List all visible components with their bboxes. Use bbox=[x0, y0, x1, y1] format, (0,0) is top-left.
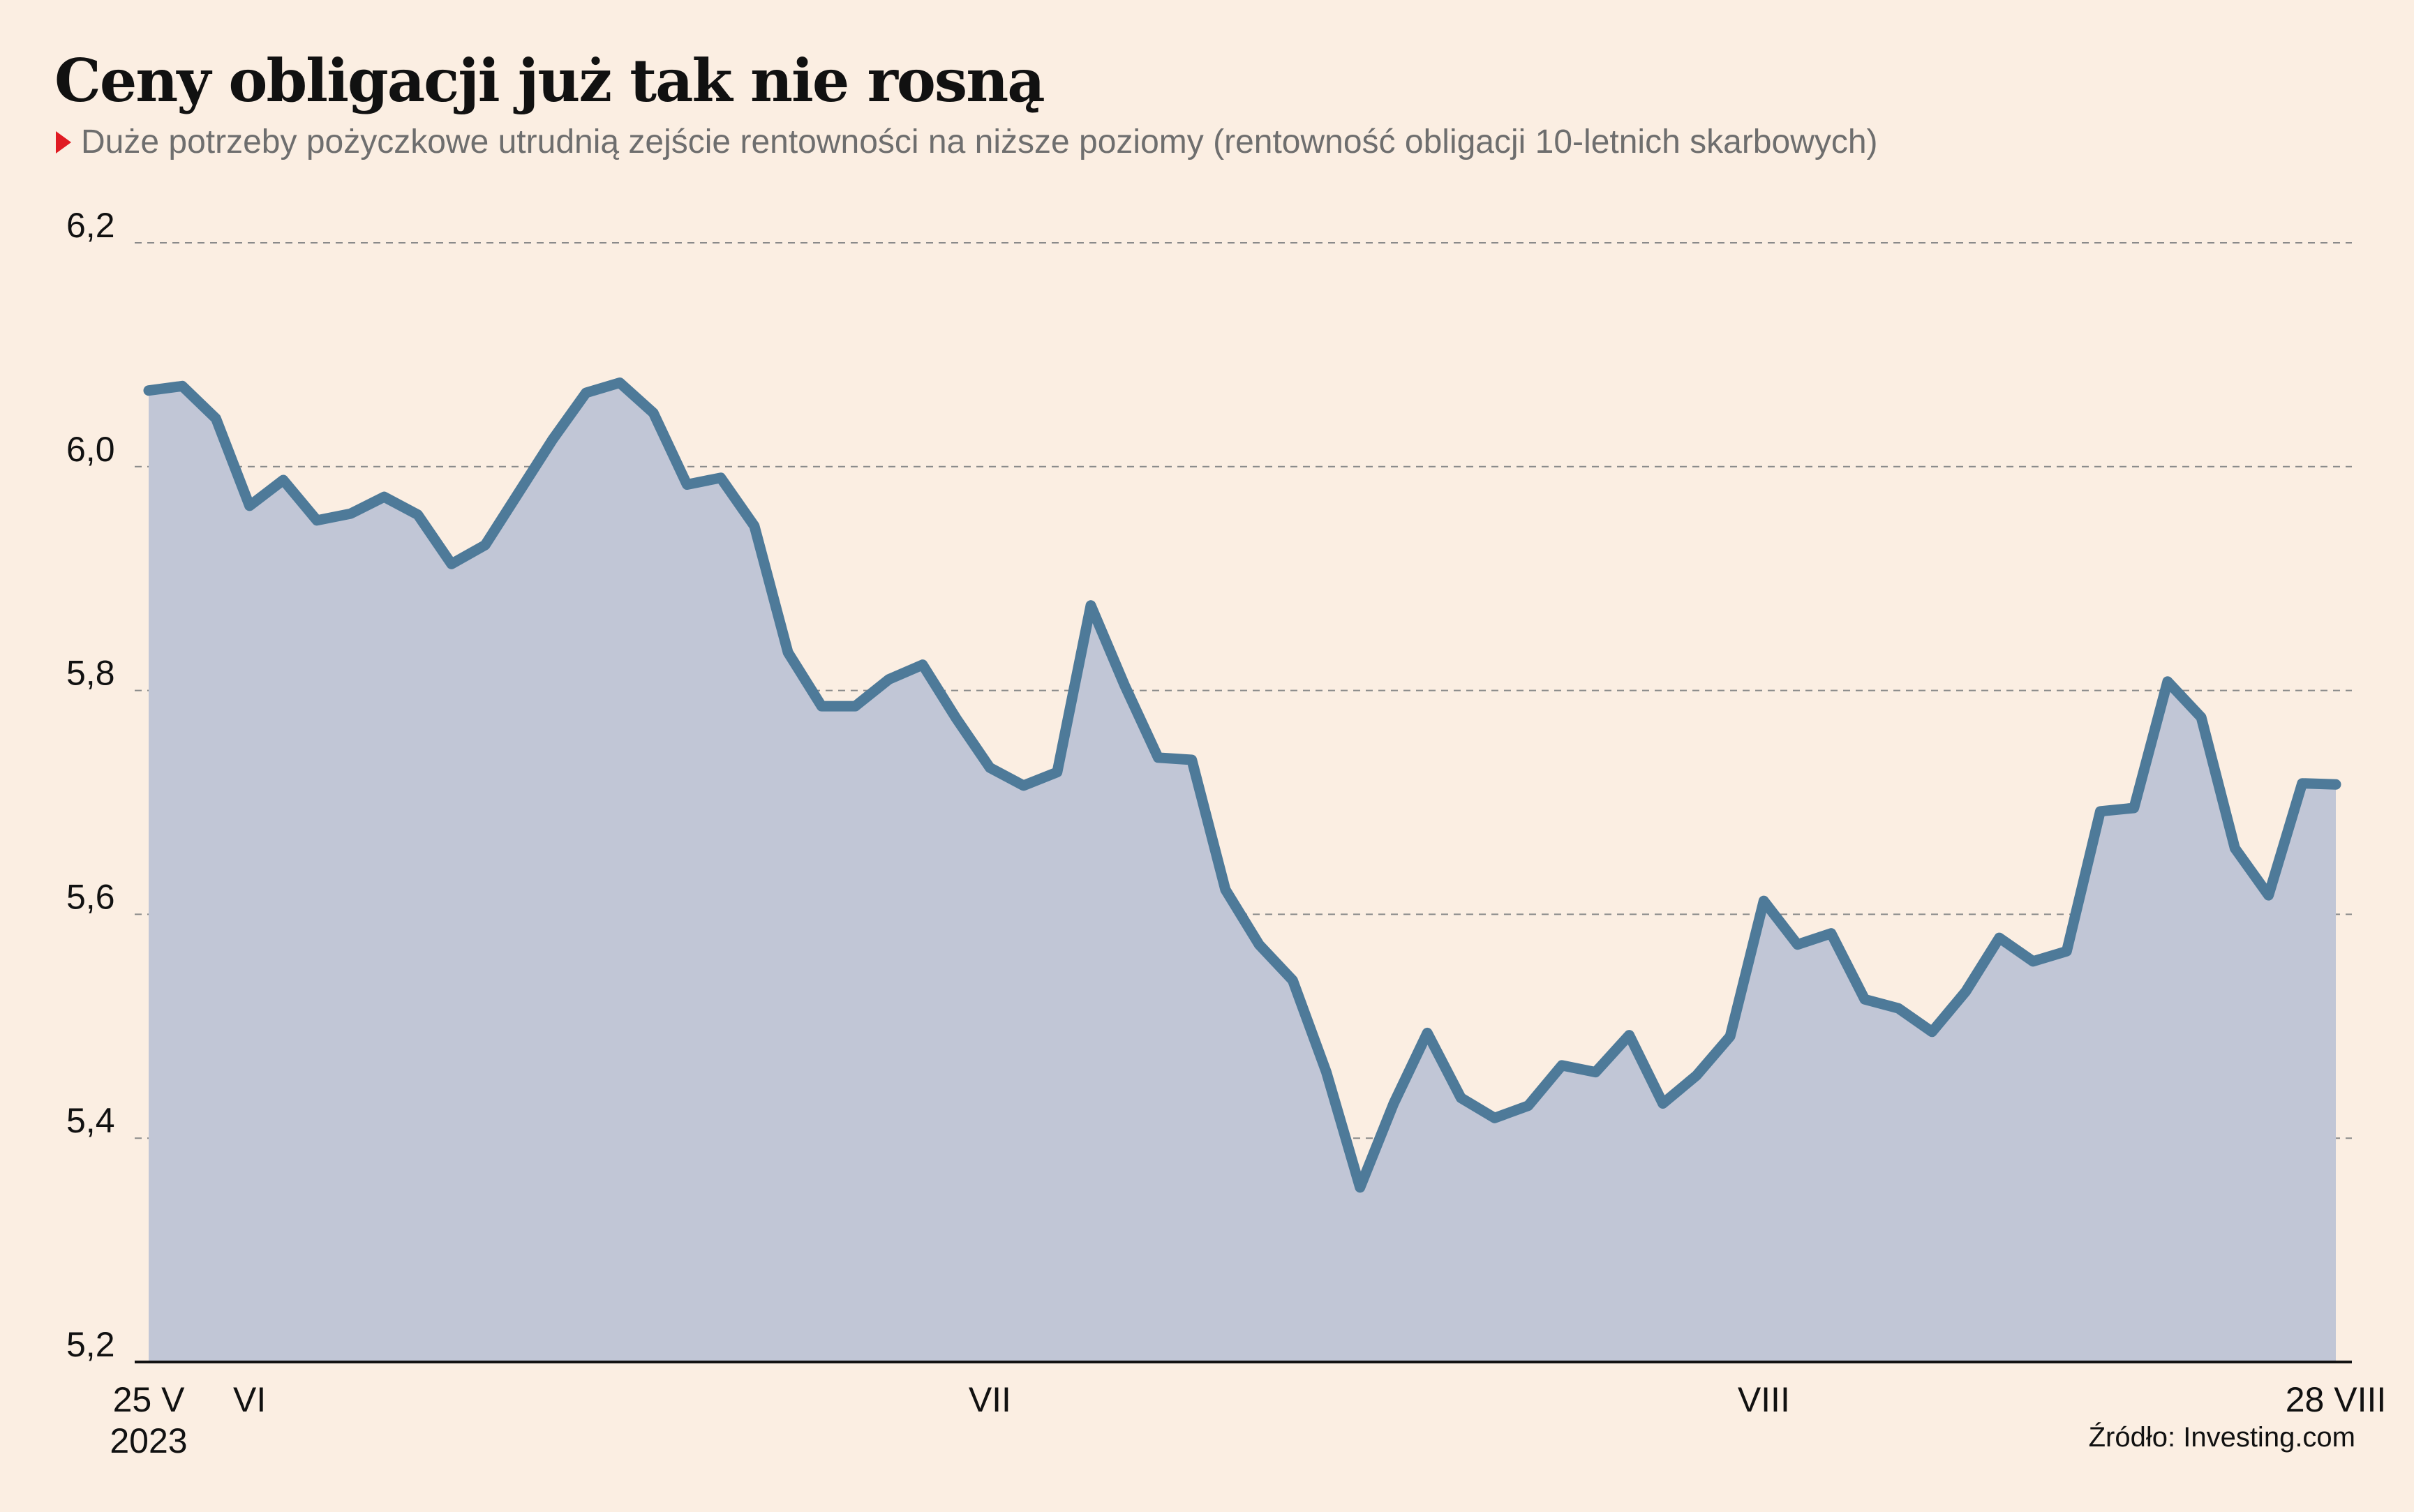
y-tick-label: 6,2 bbox=[66, 206, 115, 245]
y-tick-label: 5,6 bbox=[66, 877, 115, 916]
series-line bbox=[143, 377, 2341, 1193]
y-axis-labels: 6,2 6,0 5,8 5,6 5,4 5,2 bbox=[66, 206, 115, 1364]
y-tick-label: 6,0 bbox=[66, 430, 115, 469]
chart-subtitle: Duże potrzeby pożyczkowe utrudnią zejści… bbox=[56, 123, 1878, 161]
chart-title: Ceny obligacji już tak nie rosną bbox=[54, 46, 1045, 115]
x-tick-label: VII bbox=[969, 1380, 1011, 1419]
y-tick-label: 5,8 bbox=[66, 654, 115, 693]
x-tick-year: 2023 bbox=[110, 1421, 187, 1460]
y-tick-label: 5,2 bbox=[66, 1325, 115, 1364]
x-tick-label: 25 V bbox=[113, 1380, 186, 1419]
x-tick-label: VIII bbox=[1738, 1380, 1790, 1419]
x-tick-label: VI bbox=[233, 1380, 266, 1419]
y-tick-label: 5,4 bbox=[66, 1101, 115, 1140]
series-area bbox=[149, 382, 2336, 1362]
red-triangle-icon bbox=[56, 131, 71, 154]
subtitle-text: Duże potrzeby pożyczkowe utrudnią zejści… bbox=[81, 123, 1878, 160]
x-tick-label: 28 VIII bbox=[2286, 1380, 2387, 1419]
source-note: Źródło: Investing.com bbox=[2088, 1422, 2355, 1453]
